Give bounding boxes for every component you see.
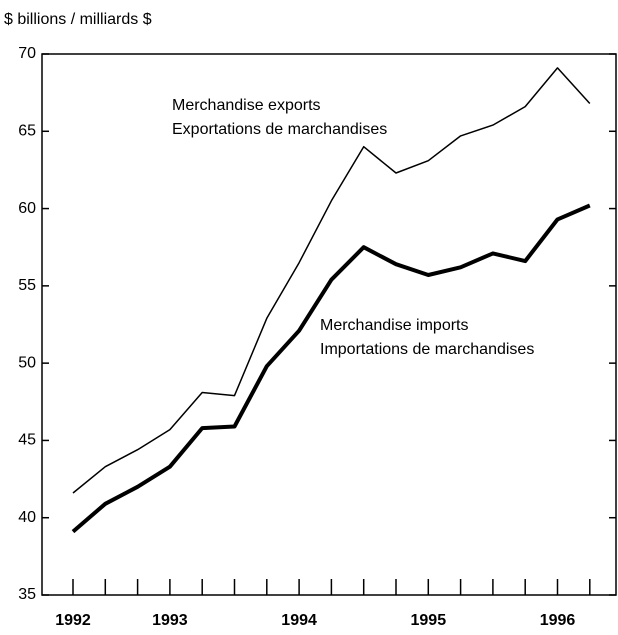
- series-label-line: Importations de marchandises: [320, 341, 534, 358]
- series-label: Merchandise imports Importations de march…: [320, 317, 534, 358]
- y-tick-label: 50: [18, 354, 36, 371]
- y-tick-label: 65: [18, 123, 36, 140]
- series-label-line: Exportations de marchandises: [172, 121, 387, 138]
- x-tick-label: 1996: [540, 612, 576, 629]
- x-tick-label: 1993: [152, 612, 188, 629]
- line-series: [72, 67, 591, 494]
- y-axis-label: $ billions / milliards $: [4, 11, 152, 28]
- y-tick-label: 45: [18, 432, 36, 449]
- x-tick-label: 1995: [411, 612, 447, 629]
- y-tick-label: 60: [18, 200, 36, 217]
- series-label: Merchandise exports Exportations de march…: [172, 97, 387, 138]
- y-tick-label: 35: [18, 586, 36, 603]
- y-tick-label: 70: [18, 45, 36, 62]
- line-series: [71, 203, 591, 534]
- series-label-line: Merchandise imports: [320, 317, 469, 334]
- plot-frame: [41, 53, 617, 596]
- x-tick-label: 1994: [281, 612, 317, 629]
- y-tick-label: 40: [18, 509, 36, 526]
- y-tick-label: 55: [18, 277, 36, 294]
- x-tick-label: 1992: [55, 612, 91, 629]
- series-label-line: Merchandise exports: [172, 97, 321, 114]
